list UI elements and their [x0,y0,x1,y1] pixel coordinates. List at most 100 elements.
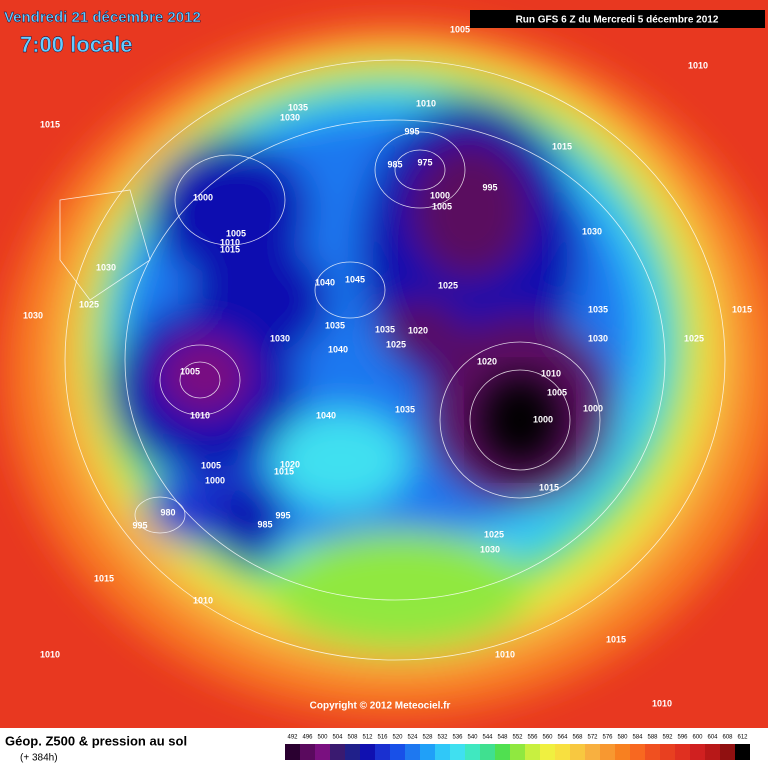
isobar-label: 995 [132,520,147,530]
isobar-label: 1035 [395,404,415,414]
isobar-label: 1015 [539,482,559,492]
isobar-label: 995 [275,510,290,520]
isobar-label: 1015 [94,573,114,583]
legend-label: 600 [692,735,703,741]
legend-swatch [345,744,360,760]
isobar-label: 1020 [408,325,428,335]
legend-label: 528 [422,735,433,741]
isobar-label: 1015 [274,466,294,476]
date: Vendredi 21 décembre 2012 [4,9,201,26]
isobar-label: 1015 [732,304,752,314]
isobar-label: 1000 [583,403,603,413]
legend-label: 524 [407,735,418,741]
isobar-label: 1045 [345,274,365,284]
isobar-label: 1010 [193,595,213,605]
isobar-label: 1005 [201,460,221,470]
legend-label: 564 [557,735,568,741]
legend-swatch [435,744,450,760]
legend-label: 560 [542,735,553,741]
isobar-label: 1010 [541,368,561,378]
isobar-label: 1000 [205,475,225,485]
isobar-label: 1005 [226,228,246,238]
legend-label: 568 [572,735,583,741]
legend-swatch [720,744,735,760]
legend-swatch [660,744,675,760]
legend-label: 556 [527,735,538,741]
footer-title: Géop. Z500 & pression au sol [5,733,187,748]
isobar-label: 985 [257,519,272,529]
legend-swatch [735,744,750,760]
isobar-label: 1005 [450,24,470,34]
legend-swatch [690,744,705,760]
isobar-label: 1030 [23,310,43,320]
isobar-label: 1020 [280,459,300,469]
isobar-label: 995 [482,182,497,192]
isobar-label: 1015 [606,634,626,644]
isobar-label: 1025 [386,339,406,349]
isobar-label: 985 [387,159,402,169]
isobar-label: 1025 [438,280,458,290]
legend-label: 520 [392,735,403,741]
isobar-label: 1035 [588,304,608,314]
legend-label: 500 [317,735,328,741]
legend-label: 584 [632,735,643,741]
legend-swatch [390,744,405,760]
time: 7:00 locale [20,32,133,57]
isobar-label: 1025 [684,333,704,343]
legend-label: 588 [647,735,658,741]
legend-swatch [615,744,630,760]
legend-swatch [420,744,435,760]
legend-label: 540 [467,735,478,741]
legend-label: 576 [602,735,613,741]
isobar-label: 1040 [328,344,348,354]
isobar-label: 1010 [652,698,672,708]
legend-swatch [300,744,315,760]
legend-swatch [570,744,585,760]
lead-time: (+ 384h) [20,753,58,764]
legend-label: 596 [677,735,688,741]
isobar-label: 995 [404,126,419,136]
isobar-label: 1035 [288,102,308,112]
isobar-label: 1015 [552,141,572,151]
isobar-label: 1015 [40,119,60,129]
isobar-label: 1010 [495,649,515,659]
legend-label: 572 [587,735,598,741]
isobar-label: 1030 [96,262,116,272]
isobar-label: 1000 [430,190,450,200]
legend-label: 580 [617,735,628,741]
isobar-label: 1000 [193,192,213,202]
legend-swatch [450,744,465,760]
legend-swatch [495,744,510,760]
legend-label: 504 [332,735,343,741]
legend-swatch [630,744,645,760]
legend-swatch [555,744,570,760]
isobar-label: 1010 [40,649,60,659]
legend-label: 612 [737,735,748,741]
isobar-label: 1030 [480,544,500,554]
legend-swatch [705,744,720,760]
legend-swatch [375,744,390,760]
legend-swatch [600,744,615,760]
legend-swatch [285,744,300,760]
legend-label: 532 [437,735,448,741]
isobar-label: 1010 [688,60,708,70]
isobar-label: 975 [417,157,432,167]
isobar-label: 1020 [477,356,497,366]
legend-label: 604 [707,735,718,741]
run-box [470,10,765,28]
isobar-label: 1000 [533,414,553,424]
legend-swatch [645,744,660,760]
legend-label: 544 [482,735,493,741]
isobar-label: 1030 [582,226,602,236]
isobar-label: 980 [160,507,175,517]
legend-swatch [405,744,420,760]
legend-label: 508 [347,735,358,741]
run-info: Run GFS 6 Z du Mercredi 5 décembre 2012 [516,15,719,26]
legend-label: 492 [287,735,298,741]
legend-swatch [540,744,555,760]
isobar-label: 1015 [220,244,240,254]
legend-label: 536 [452,735,463,741]
legend-swatch [480,744,495,760]
legend-label: 496 [302,735,313,741]
